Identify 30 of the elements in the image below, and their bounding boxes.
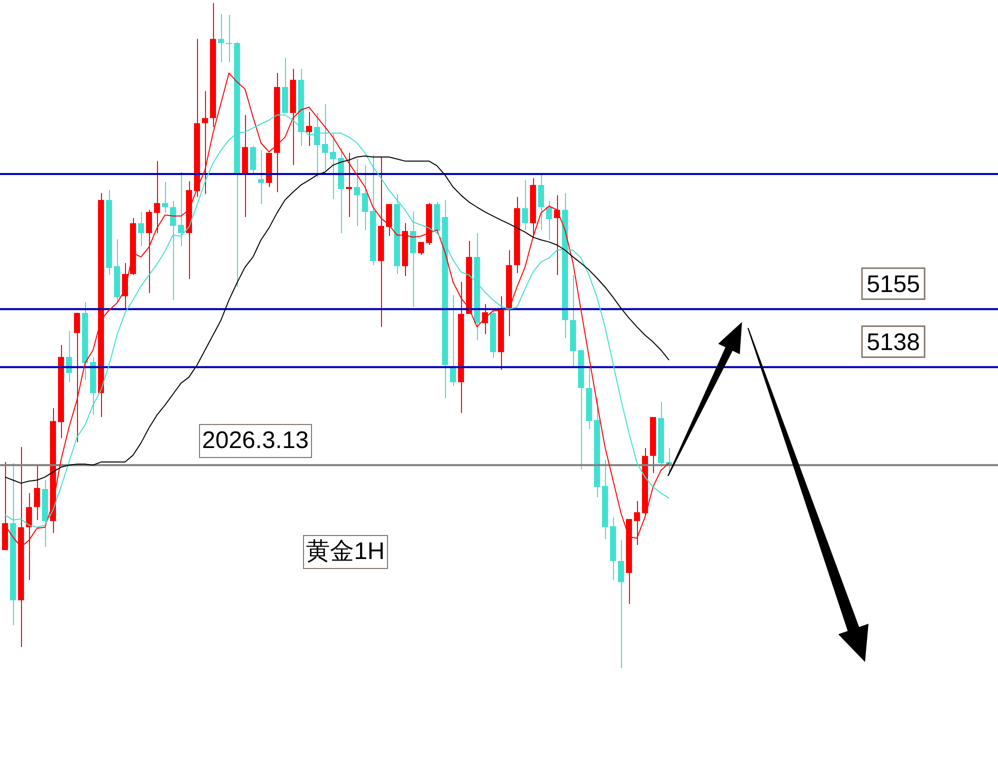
ref-line-label: 5155 <box>866 271 920 298</box>
annotation: 2026.3.13 <box>199 424 312 458</box>
candlestick <box>138 211 144 247</box>
candlestick <box>538 172 544 230</box>
candlestick <box>522 180 528 230</box>
candlestick <box>386 204 392 237</box>
candlestick <box>218 13 224 63</box>
annotation: 黄金1H <box>303 535 388 569</box>
candlestick <box>146 209 152 294</box>
candlestick <box>634 500 640 546</box>
candlestick <box>170 200 176 300</box>
candlestick <box>154 160 160 234</box>
candlestick <box>258 150 264 205</box>
candlestick <box>226 14 232 63</box>
candlestick <box>410 211 416 308</box>
candlestick <box>74 312 80 443</box>
candlestick <box>306 111 312 147</box>
candlestick <box>418 241 424 256</box>
candlestick <box>178 171 184 247</box>
candlestick <box>362 164 368 230</box>
candlestick <box>202 90 208 195</box>
candlestick <box>250 146 256 174</box>
candlestick <box>162 181 168 214</box>
candlestick <box>618 540 624 669</box>
ref-line-label: 5138 <box>866 329 920 356</box>
candlestick <box>546 200 552 240</box>
candlestick <box>354 158 360 226</box>
candlestick <box>346 152 352 218</box>
candlestick <box>330 132 336 200</box>
candlestick <box>34 464 40 521</box>
